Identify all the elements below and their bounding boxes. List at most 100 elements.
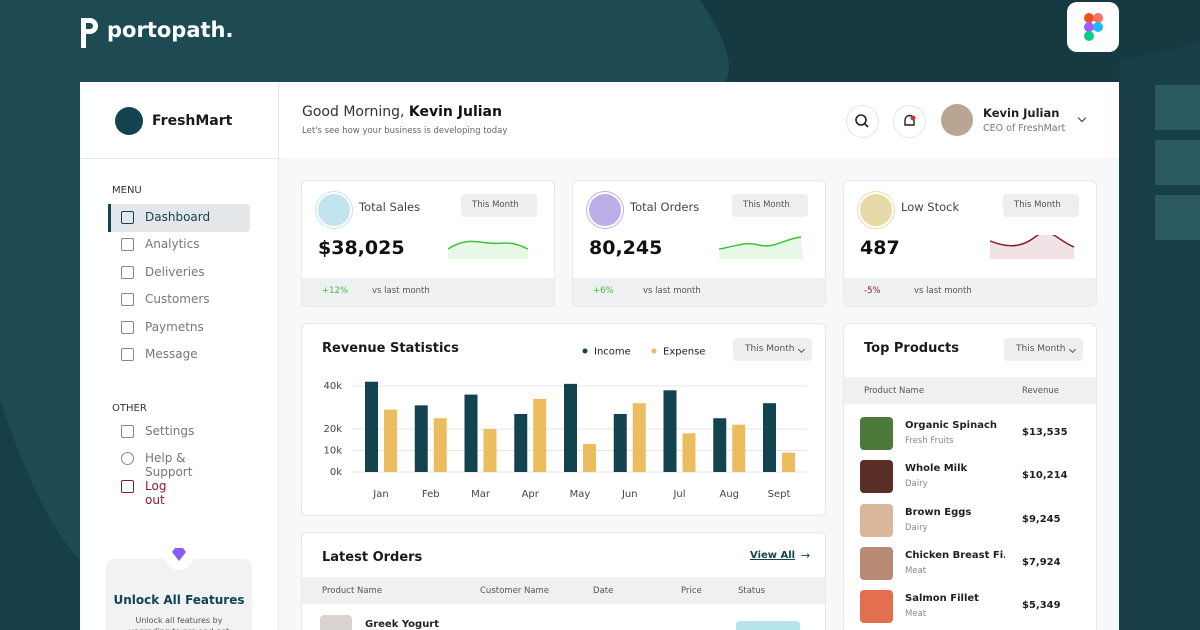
sparkline: [448, 240, 529, 259]
x-tick-label: Aug: [719, 489, 739, 500]
menu-item[interactable]: Log out: [145, 478, 167, 507]
bar: [782, 452, 795, 472]
legend-dot: [582, 348, 588, 354]
other-title: OTHER: [112, 403, 147, 414]
bar: [763, 403, 776, 472]
product-name: Organic Spinach: [905, 420, 997, 431]
stat-value: 80,245: [589, 237, 663, 259]
promo: Unlock All Features Unlock all features …: [106, 559, 252, 630]
menu-item[interactable]: Message: [145, 347, 198, 361]
bar: [713, 418, 727, 472]
status-badge: [736, 621, 800, 630]
column-header: Date: [593, 586, 614, 596]
column-header: Customer Name: [480, 586, 550, 596]
brand-name: portopath.: [107, 18, 234, 42]
menu-icon: [121, 293, 134, 307]
menu-icon: [121, 238, 134, 252]
menu-item[interactable]: Settings: [145, 424, 195, 438]
sparkline: [990, 235, 1075, 259]
menu-item[interactable]: Help & Support: [145, 451, 193, 480]
product-category: Fresh Fruits: [905, 436, 954, 446]
product-name: Chicken Breast Fi...: [905, 549, 1005, 561]
bar: [384, 409, 397, 472]
orders-card: Latest Orders View All → Greek Yogurt Pr…: [301, 532, 826, 630]
promo-text: Unlock all features by upgrading to pro …: [129, 616, 229, 630]
menu-item[interactable]: Dashboard: [145, 210, 211, 224]
product-revenue: $9,245: [1022, 513, 1061, 525]
products-card: Top Products This Month Product Name Rev…: [843, 323, 1097, 630]
bar: [682, 433, 696, 472]
stat-title: Low Stock: [901, 200, 960, 214]
product-image: [320, 615, 352, 630]
active-item-bg: [108, 204, 250, 232]
chart: 0k 10k 20k 40k Income Expense Jan Feb Mar Apr May J…: [323, 347, 807, 500]
product-image: [860, 460, 893, 494]
period-dropdown[interactable]: This Month: [732, 194, 808, 217]
notification-button[interactable]: [893, 105, 926, 138]
column-header: Product Name: [322, 586, 383, 596]
greeting-text: Good Morning,: [302, 104, 405, 120]
period-dropdown[interactable]: This Month: [1004, 338, 1084, 361]
x-tick-label: Jul: [672, 489, 685, 500]
bar: [365, 381, 378, 472]
product-category: Meat: [905, 565, 927, 576]
stat-card: Total Orders This Month 80,245 +6% vs last m…: [572, 180, 826, 307]
active-indicator: [108, 204, 111, 232]
search-button[interactable]: [846, 105, 879, 138]
menu-icon: [121, 452, 134, 466]
legend-dot: [651, 348, 657, 354]
stat-icon: [587, 192, 623, 228]
stat-title: Total Orders: [630, 200, 700, 214]
product-image: [860, 546, 893, 580]
menu-item[interactable]: Customers: [145, 292, 210, 307]
stat-change-note: vs last month: [914, 286, 972, 296]
menu-icon: [121, 265, 134, 279]
greeting: Good Morning, Kevin Julian: [302, 104, 502, 120]
dashboard: FreshMart MENU OTHER Dashboard Analytics D…: [80, 82, 1119, 630]
bar: [663, 390, 677, 472]
column-header: Status: [738, 586, 766, 596]
period-dropdown[interactable]: This Month: [1003, 194, 1079, 217]
y-tick-label: 40k: [323, 381, 342, 392]
product-category: Dairy: [905, 522, 928, 533]
sparkline: [719, 236, 803, 259]
period-dropdown[interactable]: This Month: [733, 338, 813, 361]
product-image: [860, 590, 893, 624]
menu-item[interactable]: Analytics: [145, 237, 200, 252]
stat-icon: [316, 192, 352, 228]
bar: [632, 403, 646, 472]
stat-card: Total Sales This Month $38,025 +12% vs last …: [301, 180, 555, 307]
x-tick-label: Mar: [471, 489, 491, 500]
stat-change-note: vs last month: [643, 286, 701, 296]
menu-item[interactable]: Paymetns: [145, 319, 204, 334]
bar: [514, 413, 528, 472]
product-revenue: $10,214: [1022, 470, 1068, 482]
product-image: [860, 417, 893, 450]
orders-header: [302, 577, 825, 604]
app-name: FreshMart: [152, 113, 233, 129]
stat-footer: [302, 278, 554, 306]
chart-title: Revenue Statistics: [322, 341, 459, 356]
view-all-link[interactable]: View All: [750, 550, 796, 561]
bar: [433, 418, 447, 472]
product-name: Whole Milk: [905, 463, 968, 475]
menu-item[interactable]: Deliveries: [145, 264, 205, 279]
legend-label: Expense: [663, 347, 705, 358]
app-logo: [115, 107, 143, 135]
menu-icon: [121, 211, 134, 224]
period-dropdown[interactable]: This Month: [461, 194, 537, 217]
legend-label: Income: [594, 347, 631, 358]
product-revenue: $5,349: [1022, 600, 1061, 612]
product-image: [860, 503, 893, 537]
menu-icon: [121, 479, 134, 493]
promo-icon: [164, 540, 194, 570]
figma-icon: [1067, 2, 1119, 52]
order-product: Greek Yogurt: [365, 619, 440, 630]
y-tick-label: 0k: [330, 467, 342, 478]
y-tick-label: 10k: [323, 446, 342, 457]
bar: [464, 394, 478, 472]
stat-title: Total Sales: [359, 200, 421, 214]
divider: [80, 158, 278, 159]
product-name: Brown Eggs: [905, 506, 972, 518]
